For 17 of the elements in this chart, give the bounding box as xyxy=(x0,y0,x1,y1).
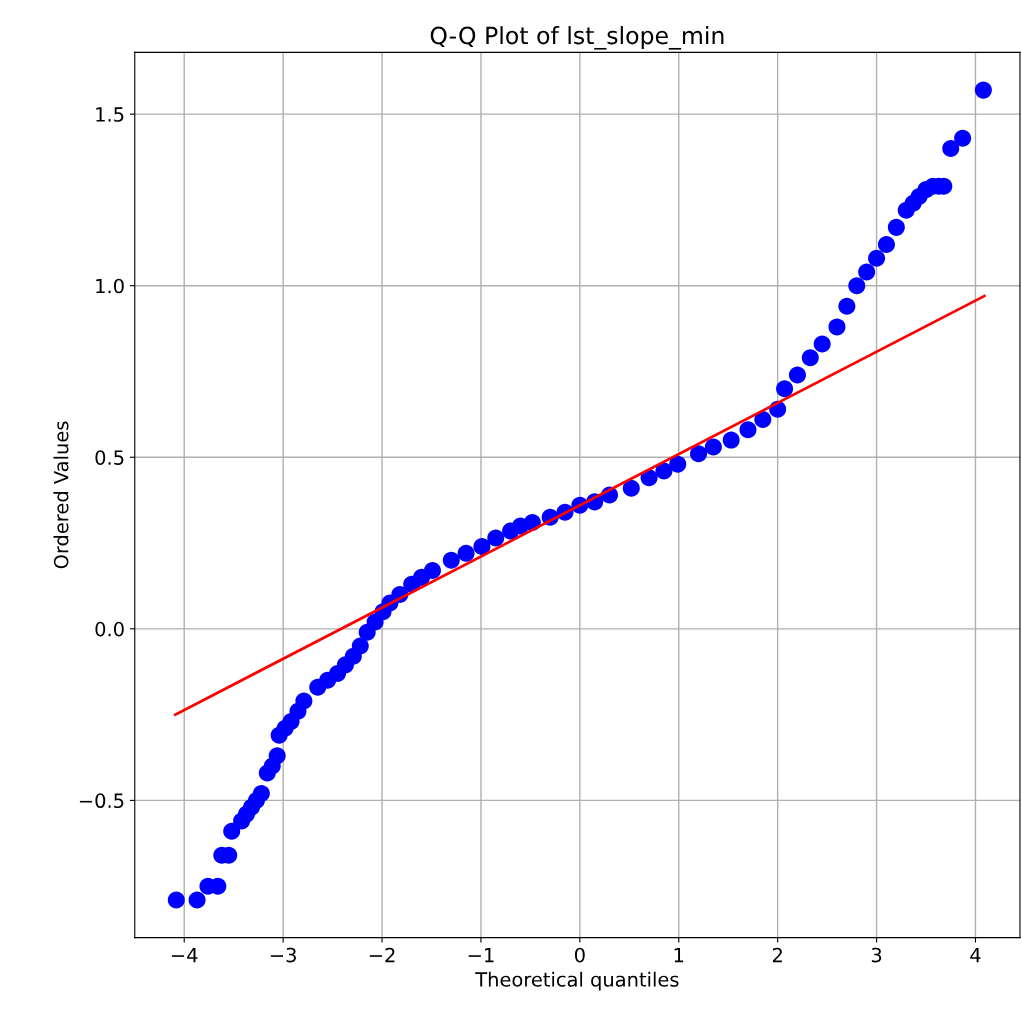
y-axis-title: Ordered Values xyxy=(53,421,69,569)
y-tick-label: −0.5 xyxy=(79,793,124,809)
y-tick-label: 0.0 xyxy=(95,621,124,637)
y-tick-label: 1.0 xyxy=(96,278,124,294)
y-tick-label: 1.5 xyxy=(96,107,124,122)
x-tick-label: 1 xyxy=(674,947,684,963)
y-tick-label: 0.5 xyxy=(95,450,124,465)
x-tick-label: −2 xyxy=(369,947,395,963)
x-tick-label: −3 xyxy=(270,947,296,963)
x-tick-label: −4 xyxy=(171,947,198,963)
chart-title: Q-Q Plot of lst_slope_min xyxy=(430,26,724,50)
x-tick-label: −1 xyxy=(468,947,494,963)
x-tick-label: 0 xyxy=(574,947,585,963)
x-tick-label: 3 xyxy=(871,947,882,963)
x-axis-title: Theoretical quantiles xyxy=(475,971,679,991)
x-tick-label: 2 xyxy=(772,947,782,963)
x-tick-label: 4 xyxy=(970,947,981,963)
